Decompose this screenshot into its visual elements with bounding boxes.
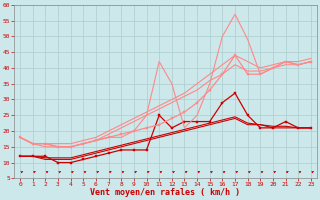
X-axis label: Vent moyen/en rafales ( km/h ): Vent moyen/en rafales ( km/h ) — [91, 188, 241, 197]
